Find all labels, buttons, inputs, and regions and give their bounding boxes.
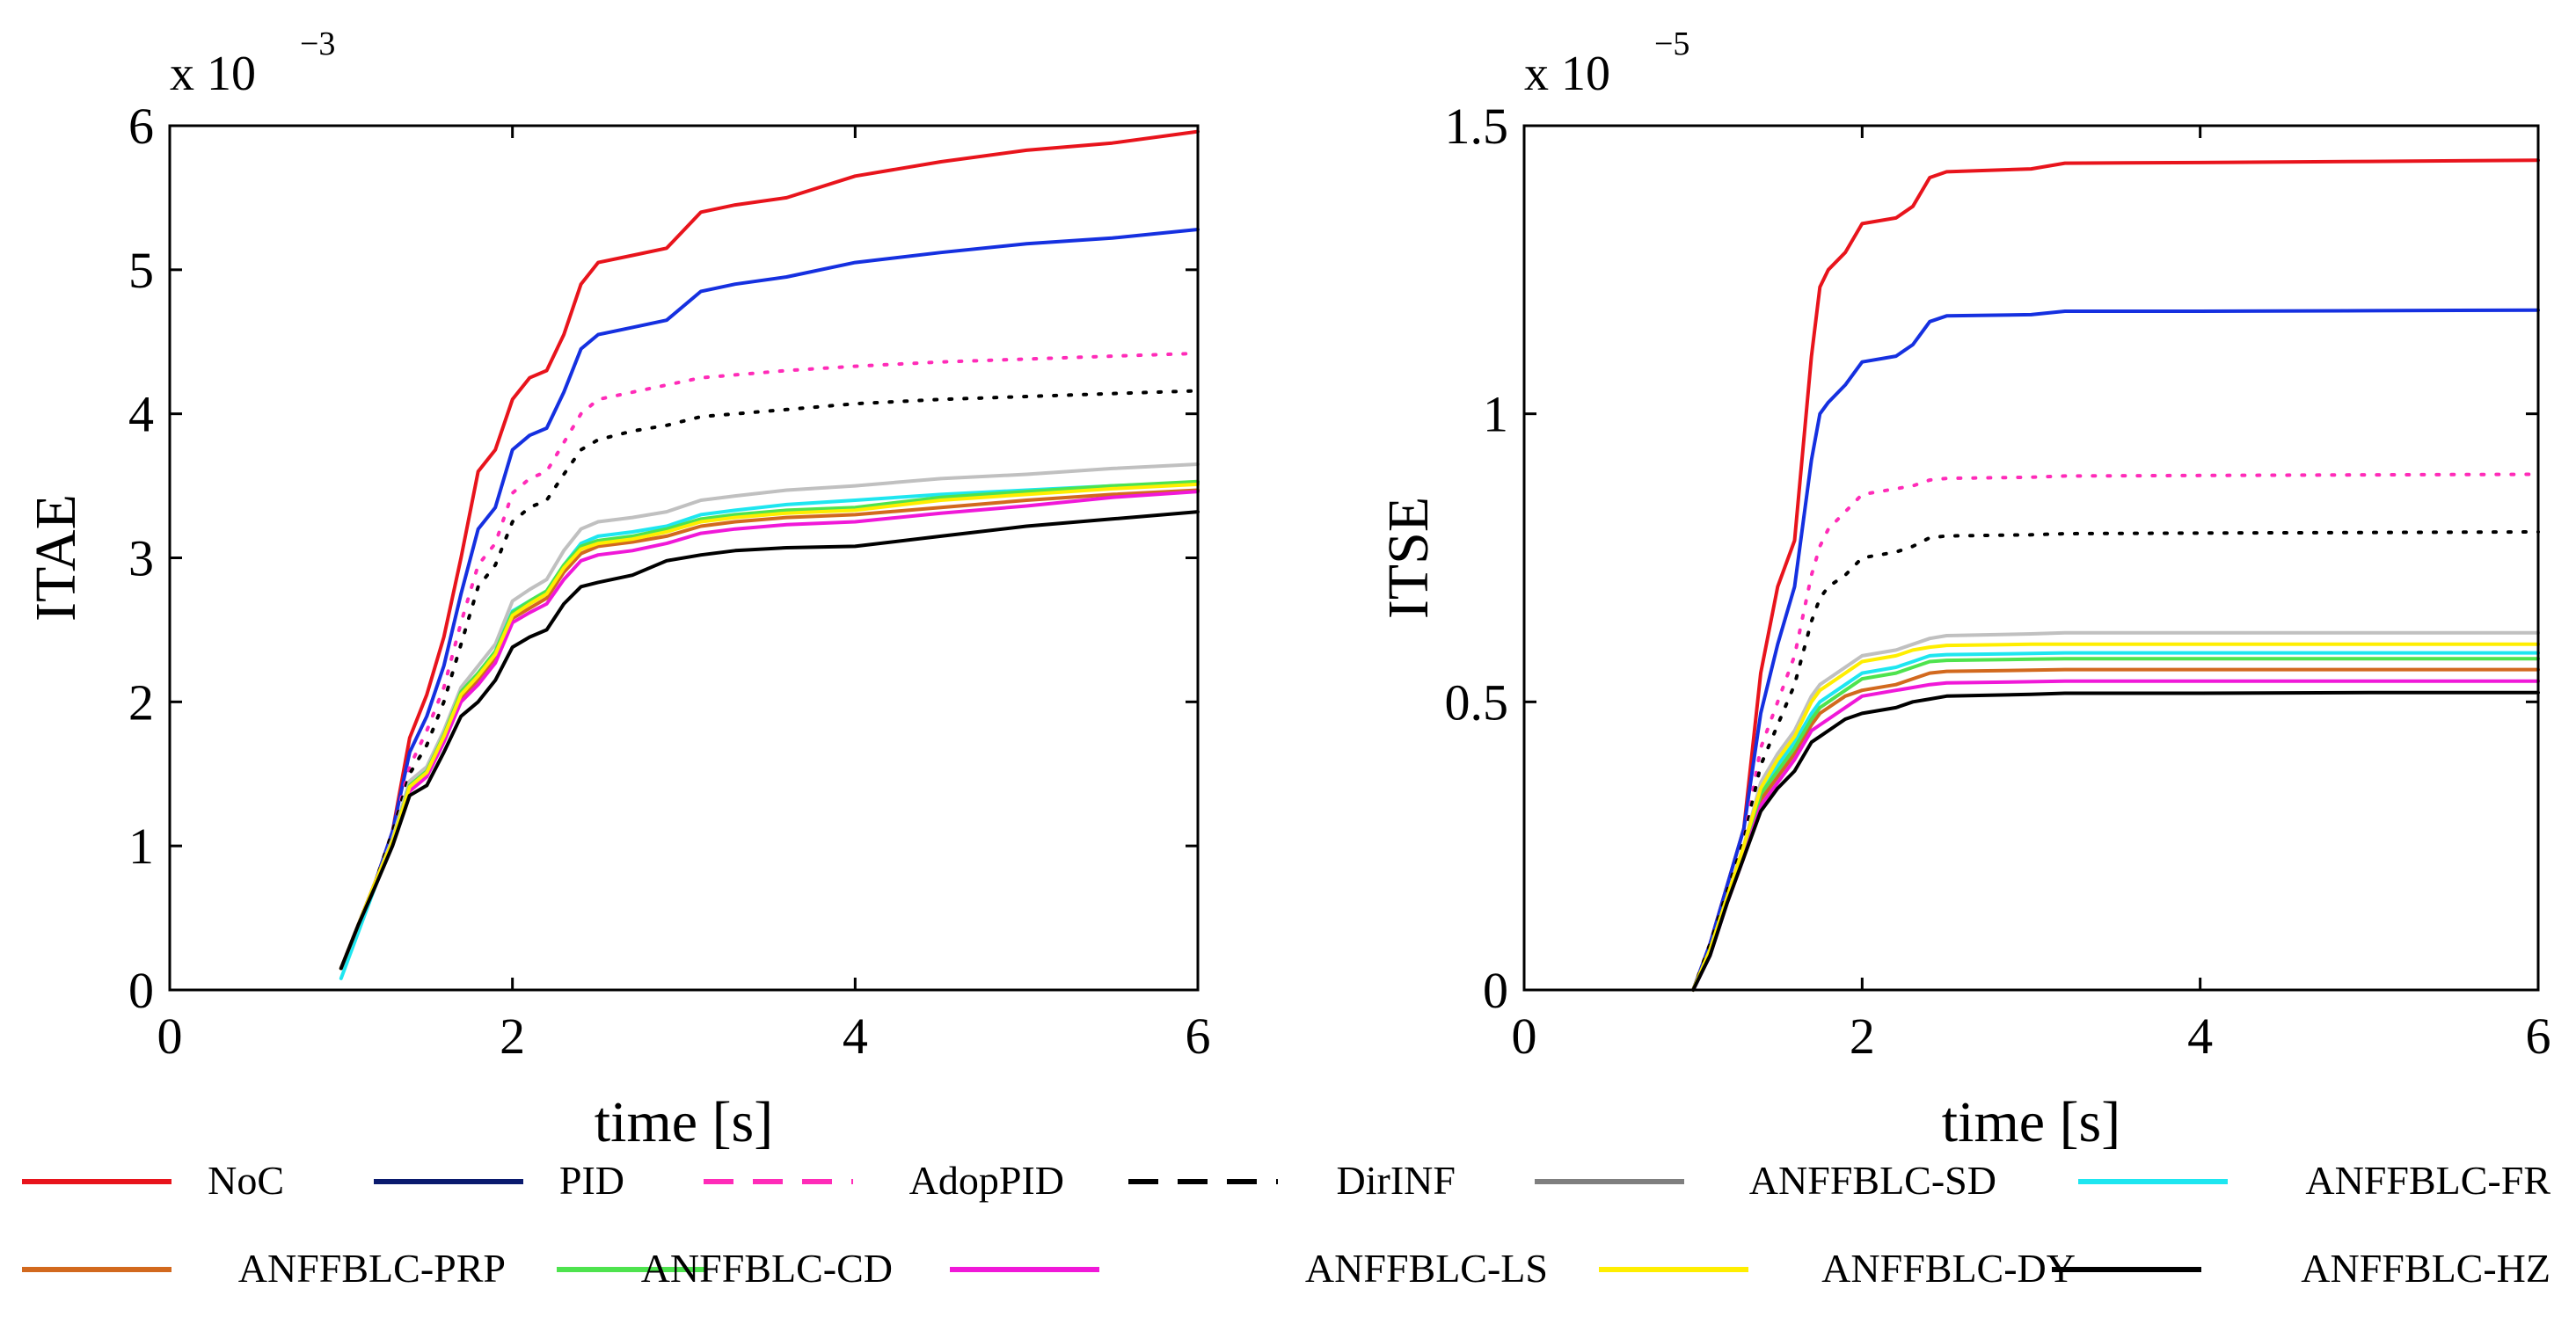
itse-series-pid (1691, 308, 2540, 992)
legend-item-anffblc-dy: ANFFBLC-DY (1599, 1246, 2076, 1291)
legend-item-anffblc-cd: ANFFBLC-CD (557, 1246, 893, 1291)
itse-axes-frame (1522, 124, 2540, 992)
legend-item-dirinf: DirINF (1128, 1158, 1456, 1203)
itae-axis-multiplier: x 10 (170, 47, 256, 101)
itae-series-adoppid (339, 351, 1200, 971)
itse-y-axis-label: ITSE (1376, 497, 1441, 619)
itse-ytick-label: 0.5 (1445, 673, 1509, 731)
itae-xtick-label: 2 (500, 1008, 525, 1065)
itae-series-dirinf (339, 389, 1200, 971)
itse-xtick-label: 0 (1512, 1008, 1537, 1065)
legend-label-anffblc-fr: ANFFBLC-FR (2305, 1158, 2550, 1203)
itse-xtick-label: 2 (1850, 1008, 1875, 1065)
itae-xtick-label: 0 (157, 1008, 183, 1065)
itse-ytick-label: 0 (1483, 962, 1508, 1019)
itae-series-anffblc-ls (339, 490, 1200, 971)
legend-item-anffblc-sd: ANFFBLC-SD (1535, 1158, 1996, 1203)
itae-panel: 0 2 4 6 0 1 2 3 4 5 6 time [s] ITAE x 10 −3 (24, 25, 1211, 1154)
legend-item-noc: NoC (22, 1158, 284, 1203)
itae-ytick-label: 5 (128, 242, 154, 299)
itae-ytick-label: 6 (128, 98, 154, 155)
itae-series-anffblc-hz (339, 510, 1200, 971)
legend-label-anffblc-hz: ANFFBLC-HZ (2301, 1246, 2550, 1291)
itae-xtick-label: 4 (843, 1008, 868, 1065)
legend-label-anffblc-prp: ANFFBLC-PRP (238, 1246, 506, 1291)
itse-x-axis-label: time [s] (1942, 1090, 2120, 1154)
itse-axis-multiplier: x 10 (1524, 47, 1610, 101)
itse-panel: 0 2 4 6 0 0.5 1 1.5 time [s] ITSE x 10 −5 (1376, 25, 2551, 1154)
legend-item-adoppid: AdopPID (704, 1158, 1064, 1203)
itae-ytick-label: 1 (128, 818, 154, 875)
legend-item-anffblc-ls: ANFFBLC-LS (950, 1246, 1548, 1291)
legend-item-anffblc-hz: ANFFBLC-HZ (2052, 1246, 2550, 1291)
itae-series-pid (339, 228, 1200, 971)
itae-series-anffblc-sd (339, 462, 1200, 971)
legend: NoC PID AdopPID DirINF ANFFBLC-SD ANFFBLC-FR A… (22, 1158, 2550, 1291)
legend-label-noc: NoC (208, 1158, 284, 1203)
itae-axis-multiplier-exponent: −3 (300, 25, 335, 62)
itae-series-noc (339, 129, 1200, 971)
legend-label-pid: PID (559, 1158, 624, 1203)
itse-series-anffblc-dy (1691, 642, 2540, 992)
itse-series-anffblc-hz (1691, 690, 2540, 992)
legend-item-anffblc-prp: ANFFBLC-PRP (22, 1246, 506, 1291)
itse-axis-multiplier-exponent: −5 (1654, 25, 1689, 62)
itse-xtick-label: 6 (2526, 1008, 2551, 1065)
itse-plot-area (1524, 126, 2538, 990)
itae-series-anffblc-dy (339, 482, 1200, 971)
itae-y-axis-label: ITAE (24, 494, 88, 622)
itae-ytick-label: 0 (128, 962, 154, 1019)
legend-label-dirinf: DirINF (1337, 1158, 1456, 1203)
itse-series-dirinf (1691, 530, 2540, 992)
itse-ytick-label: 1 (1483, 386, 1508, 443)
itae-ytick-label: 3 (128, 530, 154, 587)
legend-label-anffblc-cd: ANFFBLC-CD (641, 1246, 893, 1291)
itse-series-noc (1691, 158, 2540, 992)
legend-item-anffblc-fr: ANFFBLC-FR (2078, 1158, 2550, 1203)
itae-xtick-label: 6 (1186, 1008, 1211, 1065)
legend-label-anffblc-sd: ANFFBLC-SD (1749, 1158, 1996, 1203)
legend-item-pid: PID (374, 1158, 624, 1203)
itse-xtick-label: 4 (2187, 1008, 2213, 1065)
itae-ytick-label: 2 (128, 673, 154, 731)
legend-label-anffblc-ls: ANFFBLC-LS (1305, 1246, 1548, 1291)
legend-label-adoppid: AdopPID (909, 1158, 1064, 1203)
itae-ytick-label: 4 (128, 386, 154, 443)
legend-label-anffblc-dy: ANFFBLC-DY (1821, 1246, 2076, 1291)
itse-ytick-label: 1.5 (1445, 98, 1509, 155)
itae-x-axis-label: time [s] (595, 1090, 773, 1154)
